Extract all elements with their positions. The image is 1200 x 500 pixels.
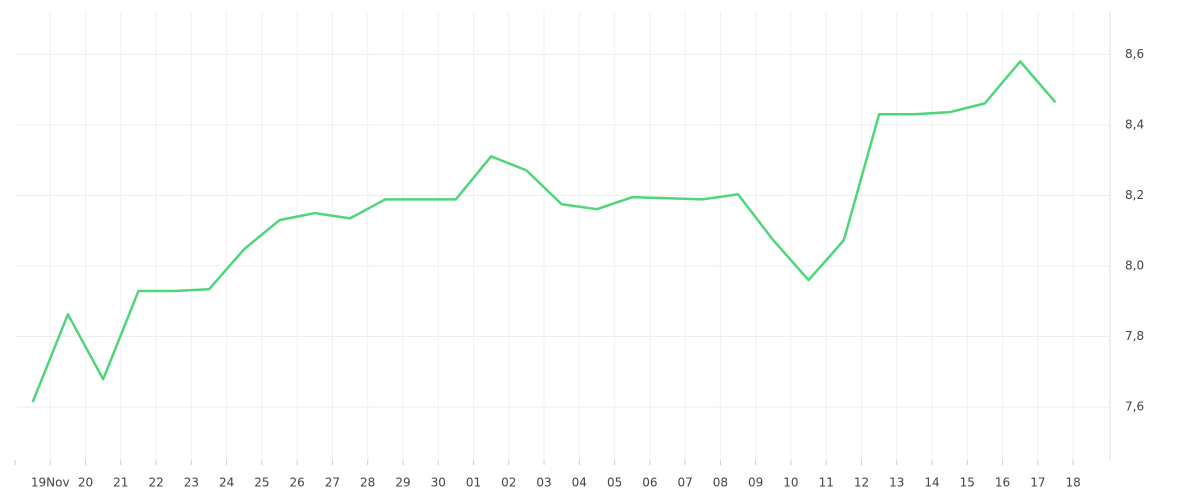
x-tick-label: 06	[642, 476, 657, 490]
y-tick-label: 8,2	[1125, 188, 1144, 202]
x-tick-label: 15	[960, 476, 975, 490]
x-tick-label: 18	[1065, 476, 1080, 490]
x-tick-label: 08	[713, 476, 728, 490]
x-tick-label: 01	[466, 476, 481, 490]
x-tick-label: 12	[854, 476, 869, 490]
line	[31, 60, 1057, 403]
y-tick-label: 7,8	[1125, 329, 1144, 343]
y-tick-label: 8,6	[1125, 47, 1144, 61]
x-tick-label: 22	[148, 476, 163, 490]
x-tick-label: 30	[431, 476, 446, 490]
x-tick-label: 07	[677, 476, 692, 490]
x-tick-label: 17	[1030, 476, 1045, 490]
x-tick-label: 04	[572, 476, 587, 490]
y-tick-label: 8,4	[1125, 117, 1144, 131]
x-tick-label: 21	[113, 476, 128, 490]
x-tick-label: 11	[819, 476, 834, 490]
x-tick-label: 20	[78, 476, 93, 490]
x-tick-label: 02	[501, 476, 516, 490]
x-tick-label: 14	[924, 476, 939, 490]
x-tick-label: 19Nov	[31, 476, 70, 490]
x-tick-label: 25	[254, 476, 269, 490]
x-tick-label: 10	[783, 476, 798, 490]
x-tick-label: 13	[889, 476, 904, 490]
y-tick-label: 8,0	[1125, 258, 1144, 272]
x-tick-label: 23	[184, 476, 199, 490]
x-tick-label: 24	[219, 476, 234, 490]
x-tick-label: 27	[325, 476, 340, 490]
x-tick-label: 05	[607, 476, 622, 490]
x-tick-label: 16	[995, 476, 1010, 490]
y-tick-label: 7,6	[1125, 400, 1144, 414]
x-tick-label: 29	[395, 476, 410, 490]
x-tick-label: 03	[536, 476, 551, 490]
x-tick-label: 09	[748, 476, 763, 490]
x-tick-label: 26	[290, 476, 305, 490]
x-tick-label: 28	[360, 476, 375, 490]
